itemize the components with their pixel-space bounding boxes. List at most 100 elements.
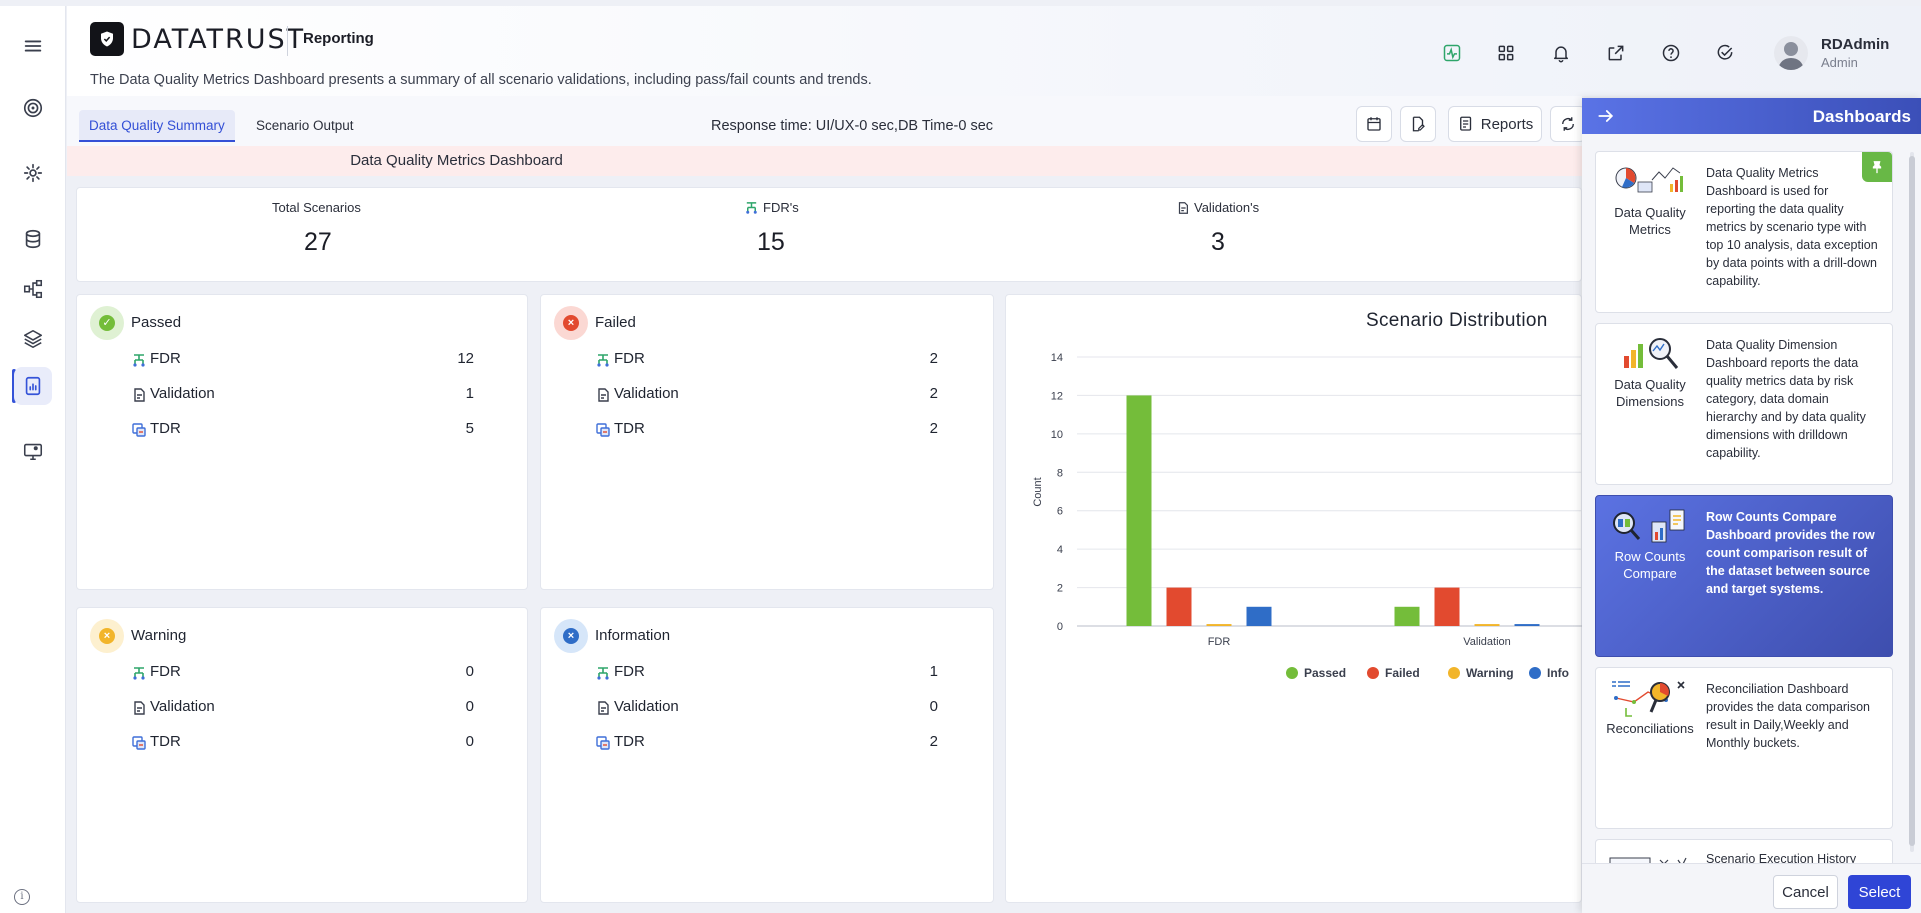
- fdr-icon: [131, 665, 147, 681]
- scenario-distribution-chart: 0 2 4 6 8 10 12 14 Count FDR Validation Passed Faile…: [1032, 352, 1582, 680]
- information-status-icon: ×: [554, 619, 588, 653]
- tdr-icon: [595, 735, 611, 751]
- reporting-icon[interactable]: [14, 367, 52, 405]
- export-button[interactable]: [1400, 106, 1436, 142]
- database-icon[interactable]: [14, 220, 52, 258]
- dashboard-card-dq-dimensions[interactable]: Data Quality Dimensions Data Quality Dime…: [1595, 323, 1893, 485]
- passed-row-value: 12: [457, 350, 474, 367]
- arrow-right-icon[interactable]: [1596, 106, 1616, 126]
- fdr-icon: [595, 665, 611, 681]
- legend-label: Passed: [1304, 666, 1346, 680]
- failed-row-value: 2: [929, 350, 938, 367]
- refresh-icon: [1562, 117, 1574, 131]
- tdr-icon: [131, 422, 147, 438]
- tab-data-quality-summary[interactable]: Data Quality Summary: [79, 110, 235, 142]
- total-scenarios-label: Total Scenarios: [272, 200, 361, 215]
- dashboard-card-name: Reconciliations: [1606, 721, 1694, 736]
- y-tick-label: 14: [1051, 352, 1063, 364]
- dashboard-card-description: Data Quality Dimension Dashboard reports…: [1706, 338, 1866, 460]
- dashboards-panel: Dashboards Data Quality Metrics Data Qual…: [1582, 98, 1921, 913]
- dashboard-card-description: Reconciliation Dashboard provides the da…: [1706, 682, 1870, 750]
- validation-count-text: Validation's: [1194, 200, 1260, 215]
- y-tick-label: 12: [1051, 390, 1063, 402]
- information-row-label: FDR: [614, 663, 645, 680]
- chart-title: Scenario Distribution: [1366, 310, 1548, 331]
- app-header: DATATRUST Reporting The Data Quality Met…: [67, 6, 1921, 96]
- fdr-count-label: FDR's: [744, 200, 799, 215]
- legend-label: Info: [1547, 666, 1569, 680]
- reports-icon: [1459, 116, 1471, 131]
- legend-marker: [1529, 667, 1541, 679]
- target-icon[interactable]: [14, 89, 52, 127]
- section-title: Reporting: [303, 30, 374, 47]
- dashboard-card-description: Scenario Execution History: [1706, 852, 1857, 866]
- hamburger-menu-icon[interactable]: [14, 27, 52, 65]
- bell-icon[interactable]: [1548, 40, 1574, 66]
- cancel-button[interactable]: Cancel: [1773, 875, 1838, 909]
- fdr-icon: [746, 202, 757, 214]
- monitor-icon[interactable]: [14, 432, 52, 470]
- external-link-icon[interactable]: [1603, 40, 1629, 66]
- select-button[interactable]: Select: [1848, 875, 1911, 909]
- fdr-count-value: 15: [757, 228, 785, 256]
- bar-info-fdr: [1246, 606, 1272, 626]
- panel-scrollbar[interactable]: [1908, 142, 1916, 864]
- tab-scenario-output[interactable]: Scenario Output: [256, 118, 354, 133]
- panel-header: Dashboards: [1582, 98, 1921, 134]
- failed-row-value: 2: [929, 385, 938, 402]
- activity-icon[interactable]: [1439, 40, 1465, 66]
- legend-label: Failed: [1385, 666, 1420, 680]
- bar-info-validation: [1514, 624, 1540, 626]
- refresh-button[interactable]: [1550, 106, 1586, 142]
- tdr-icon: [595, 422, 611, 438]
- row-counts-illustration-icon: [1613, 509, 1685, 543]
- panel-footer: Cancel Select: [1582, 863, 1921, 913]
- calendar-button[interactable]: [1356, 106, 1392, 142]
- validation-count-value: 3: [1211, 228, 1225, 256]
- failed-row-label: FDR: [614, 350, 645, 367]
- grid-apps-icon[interactable]: [1493, 40, 1519, 66]
- layers-icon[interactable]: [14, 320, 52, 358]
- reports-label: Reports: [1480, 115, 1534, 133]
- dashboard-banner: Data Quality Metrics Dashboard: [67, 146, 1582, 176]
- x-tick-label: Validation: [1463, 636, 1511, 648]
- dashboard-card-dq-metrics[interactable]: Data Quality Metrics Data Quality Metrics…: [1595, 151, 1893, 313]
- passed-row-value: 5: [465, 420, 474, 437]
- header-divider: [287, 26, 288, 56]
- workflow-icon[interactable]: [14, 270, 52, 308]
- dashboard-card-reconciliations[interactable]: Reconciliations Reconciliation Dashboard…: [1595, 667, 1893, 829]
- user-name[interactable]: RDAdmin: [1821, 36, 1890, 53]
- info-icon[interactable]: i: [14, 889, 30, 905]
- y-tick-label: 6: [1057, 506, 1063, 518]
- scrollbar-thumb[interactable]: [1909, 156, 1915, 846]
- passed-status-icon: ✓: [90, 306, 124, 340]
- legend-marker: [1286, 667, 1298, 679]
- warning-card-title: Warning: [131, 627, 187, 644]
- failed-row-value: 2: [929, 420, 938, 437]
- tabs-toolbar-row: Data Quality Summary Scenario Output Res…: [67, 96, 1586, 146]
- dashboard-card-name: Data Quality Metrics: [1614, 205, 1686, 237]
- legend-marker: [1367, 667, 1379, 679]
- settings-gear-icon[interactable]: [14, 154, 52, 192]
- help-icon[interactable]: [1658, 40, 1684, 66]
- summary-card: [76, 187, 1582, 282]
- warning-row-label: TDR: [150, 733, 181, 750]
- page-subtitle: The Data Quality Metrics Dashboard prese…: [90, 72, 872, 88]
- y-tick-label: 2: [1057, 583, 1063, 595]
- brand-logo-shield-icon: [90, 22, 124, 56]
- avatar[interactable]: [1774, 36, 1808, 70]
- reports-button[interactable]: Reports: [1448, 106, 1542, 142]
- passed-row-value: 1: [465, 385, 474, 402]
- pin-icon[interactable]: [1862, 152, 1892, 182]
- document-edit-icon: [1412, 116, 1425, 132]
- failed-card: [540, 294, 994, 590]
- fdr-count-text: FDR's: [763, 200, 799, 215]
- information-row-value: 1: [929, 663, 938, 680]
- check-circle-icon[interactable]: [1712, 40, 1738, 66]
- validation-icon: [131, 700, 147, 716]
- metrics-illustration-icon: [1615, 167, 1683, 193]
- y-tick-label: 4: [1057, 544, 1063, 556]
- passed-row-label: TDR: [150, 420, 181, 437]
- bar-failed-fdr: [1166, 587, 1192, 626]
- dashboard-card-row-counts-compare[interactable]: Row Counts Compare Row Counts Compare Das…: [1595, 495, 1893, 657]
